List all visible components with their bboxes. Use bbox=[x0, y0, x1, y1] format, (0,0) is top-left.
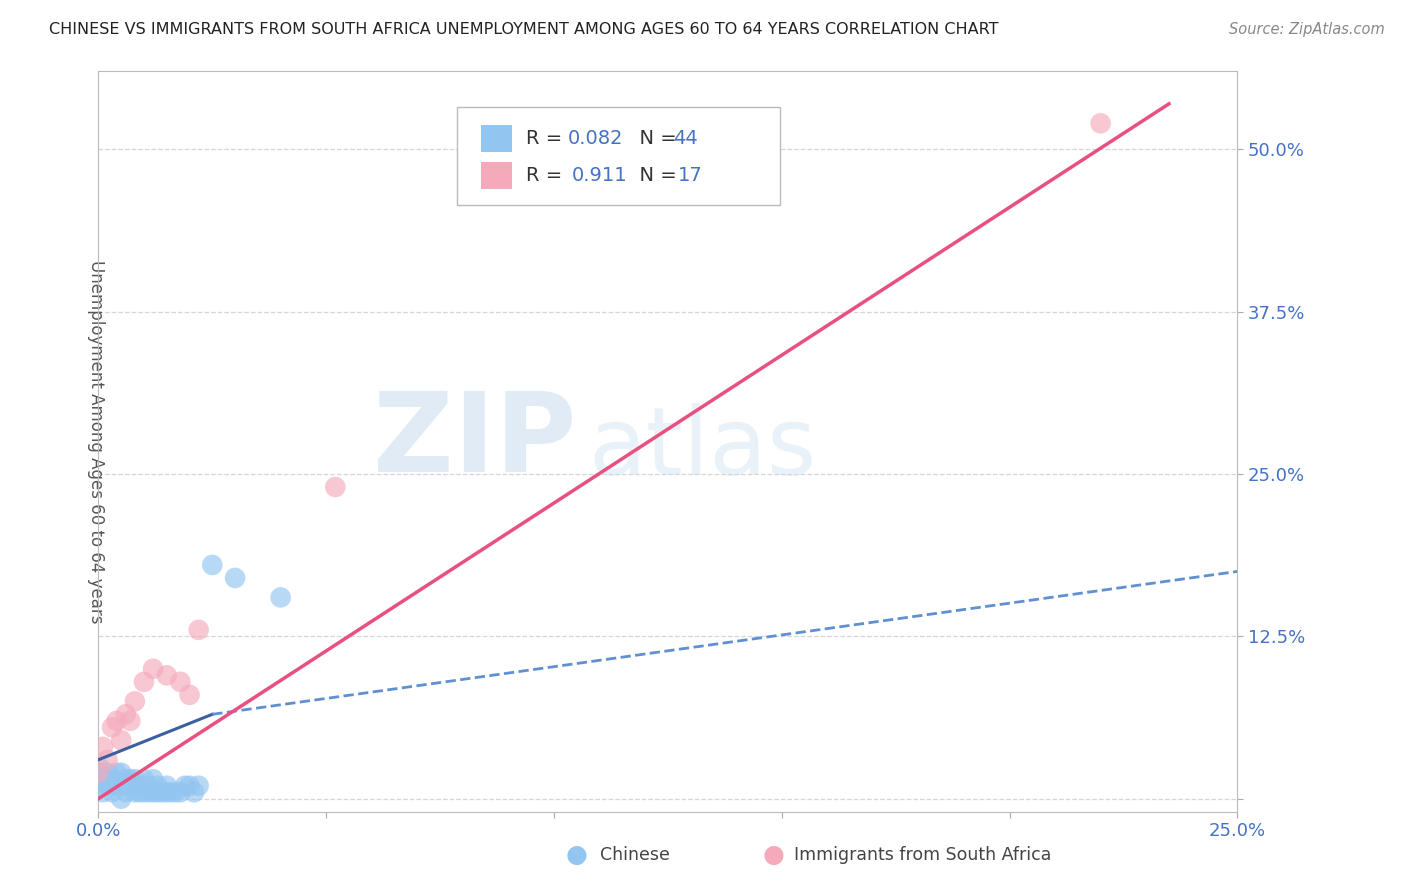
Point bbox=[160, 785, 183, 799]
Point bbox=[96, 753, 118, 767]
Point bbox=[124, 785, 146, 799]
Point bbox=[87, 765, 110, 780]
Point bbox=[187, 623, 209, 637]
Point bbox=[201, 558, 224, 572]
Y-axis label: Unemployment Among Ages 60 to 64 years: Unemployment Among Ages 60 to 64 years bbox=[87, 260, 105, 624]
Text: N =: N = bbox=[627, 128, 683, 148]
Point bbox=[183, 785, 205, 799]
Point bbox=[169, 785, 191, 799]
Point bbox=[91, 739, 114, 754]
Point bbox=[1090, 116, 1112, 130]
Text: Source: ZipAtlas.com: Source: ZipAtlas.com bbox=[1229, 22, 1385, 37]
Point bbox=[224, 571, 246, 585]
Point bbox=[96, 765, 118, 780]
Point bbox=[110, 765, 132, 780]
Point bbox=[169, 674, 191, 689]
Point bbox=[105, 779, 128, 793]
Point bbox=[114, 707, 136, 722]
Point bbox=[142, 662, 165, 676]
Point bbox=[132, 772, 155, 787]
Text: R =: R = bbox=[526, 128, 568, 148]
Point bbox=[128, 779, 150, 793]
Point bbox=[101, 772, 124, 787]
Point bbox=[87, 779, 110, 793]
Point bbox=[323, 480, 346, 494]
Point bbox=[96, 779, 118, 793]
Point bbox=[146, 779, 169, 793]
Point bbox=[142, 772, 165, 787]
Point bbox=[132, 674, 155, 689]
Text: 0.082: 0.082 bbox=[568, 128, 623, 148]
Text: N =: N = bbox=[627, 166, 689, 186]
Text: ZIP: ZIP bbox=[374, 388, 576, 495]
Text: CHINESE VS IMMIGRANTS FROM SOUTH AFRICA UNEMPLOYMENT AMONG AGES 60 TO 64 YEARS C: CHINESE VS IMMIGRANTS FROM SOUTH AFRICA … bbox=[49, 22, 998, 37]
Point bbox=[124, 694, 146, 708]
Text: R =: R = bbox=[526, 166, 575, 186]
Point bbox=[120, 779, 142, 793]
Point bbox=[150, 785, 173, 799]
Point bbox=[156, 668, 179, 682]
Point bbox=[101, 720, 124, 734]
Point bbox=[87, 765, 110, 780]
Point bbox=[156, 785, 179, 799]
Point bbox=[91, 785, 114, 799]
Point bbox=[187, 779, 209, 793]
Point bbox=[114, 772, 136, 787]
Point bbox=[91, 772, 114, 787]
Text: 44: 44 bbox=[673, 128, 699, 148]
Point bbox=[110, 791, 132, 805]
Point bbox=[132, 785, 155, 799]
Point bbox=[146, 785, 169, 799]
Point bbox=[174, 779, 197, 793]
Point bbox=[105, 714, 128, 728]
Point bbox=[101, 785, 124, 799]
Text: ●: ● bbox=[565, 843, 588, 866]
Point bbox=[270, 591, 292, 605]
Text: ●: ● bbox=[762, 843, 785, 866]
Text: 0.911: 0.911 bbox=[572, 166, 628, 186]
Text: atlas: atlas bbox=[588, 403, 817, 495]
Point bbox=[128, 785, 150, 799]
Point bbox=[110, 779, 132, 793]
Point bbox=[120, 772, 142, 787]
Point bbox=[110, 733, 132, 747]
Text: Chinese: Chinese bbox=[600, 846, 671, 863]
Text: 17: 17 bbox=[678, 166, 703, 186]
Point bbox=[124, 779, 146, 793]
Point bbox=[156, 779, 179, 793]
Point bbox=[120, 714, 142, 728]
Point bbox=[179, 688, 201, 702]
Text: Immigrants from South Africa: Immigrants from South Africa bbox=[794, 846, 1052, 863]
Point bbox=[142, 785, 165, 799]
Point bbox=[105, 765, 128, 780]
Point bbox=[179, 779, 201, 793]
Point bbox=[138, 785, 160, 799]
Point bbox=[165, 785, 187, 799]
Point bbox=[87, 759, 110, 773]
Point bbox=[138, 779, 160, 793]
Point bbox=[124, 772, 146, 787]
Point bbox=[114, 785, 136, 799]
